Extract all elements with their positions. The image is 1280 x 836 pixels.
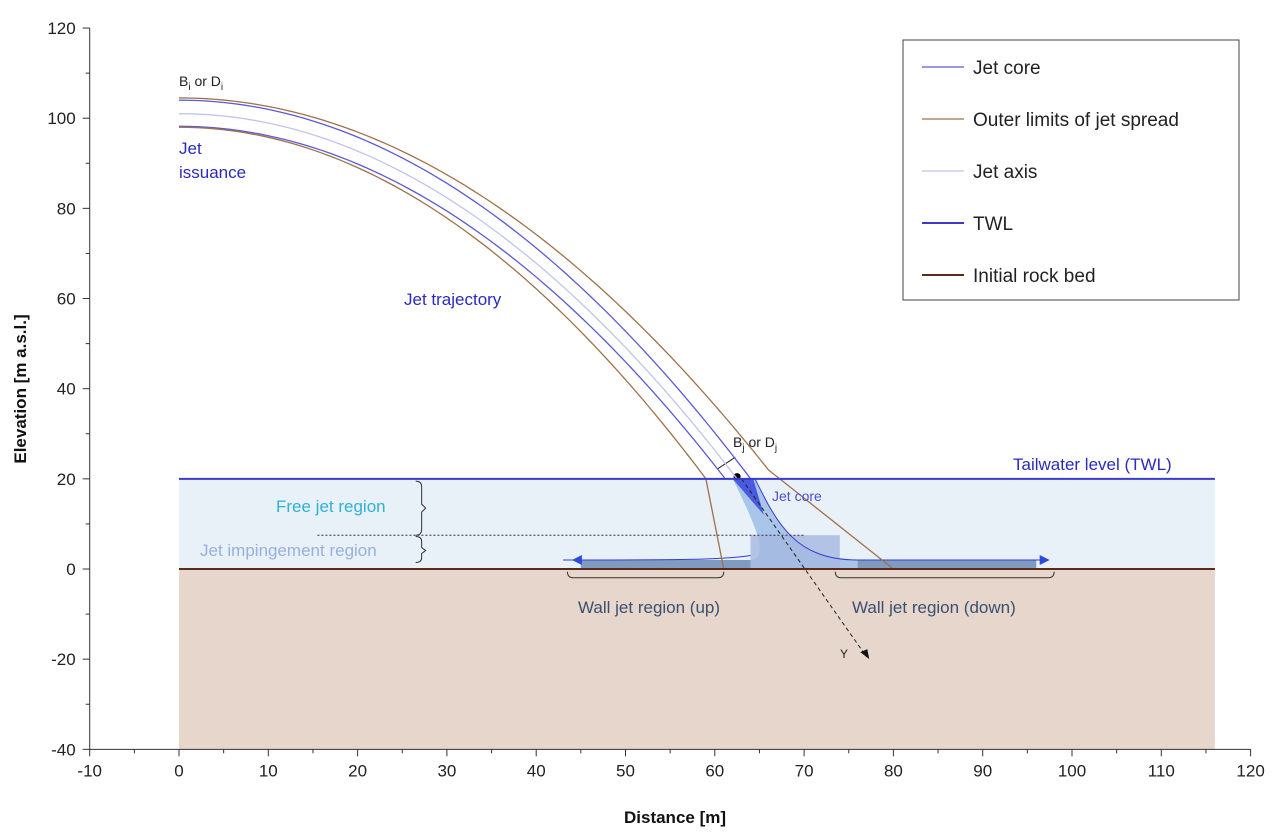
y-tick-label: 60 [57,290,76,309]
x-tick-label: 60 [705,761,724,780]
legend-box [902,39,1240,301]
rock-region [179,569,1215,750]
y-axis-label: Elevation [m a.s.l.] [11,314,30,463]
x-axis-label: Distance [m] [624,808,726,827]
impact-width-marker [717,456,736,470]
x-tick-label: 0 [174,761,183,780]
jet-core-triangle [732,478,764,515]
series-line-0 [178,99,752,480]
wall-jet-up [580,559,751,569]
series-line-1 [178,125,726,479]
x-tick-label: 50 [616,761,635,780]
x-tick-label: 30 [437,761,456,780]
impingement-region-label: Jet impingement region [200,541,377,560]
series-line-2 [178,113,738,480]
brace-free-jet [415,480,427,536]
x-tick-label: 10 [259,761,278,780]
x-tick-label: 40 [527,761,546,780]
wall-jet-down-edge [754,478,1046,561]
arrow-up-icon [571,554,582,565]
y-tick-label: 80 [57,199,76,218]
y-tick-label: 40 [57,380,76,399]
y-axis-arrow [741,478,868,658]
wall-jet-up-label: Wall jet region (up) [578,598,720,617]
jet-core-label: Jet core [772,488,822,504]
jet-issuance-label-2: issuance [179,163,246,182]
y-tick-label: 100 [47,109,75,128]
y-arrowhead-icon [860,649,870,660]
x-tick-label: 20 [348,761,367,780]
annotations: Bi or Di Jet issuance Jet trajectory Bj … [179,73,1172,661]
brace-wall-up [566,571,725,579]
y-tick-label: -40 [51,740,76,759]
tailwater-label: Tailwater level (TWL) [1013,455,1172,474]
series-line-3 [178,97,894,570]
legend-label: Jet core [973,58,1041,79]
wall-jet-up-edge [562,554,751,561]
y-tick-label: 20 [57,470,76,489]
jet-issuance-label: Jet [179,139,202,158]
impingement-base [750,535,840,569]
issuance-width-label: Bi or Di [179,73,223,93]
series-line-4 [178,126,725,570]
x-tick-label: 80 [884,761,903,780]
legend: Jet core Outer limits of jet spread Jet ax… [902,39,1240,301]
legend-label: Initial rock bed [973,266,1096,287]
y-tick-label: -20 [51,650,76,669]
wall-jet-down [839,559,1037,569]
wall-jet-down-label: Wall jet region (down) [852,598,1016,617]
x-tick-label: 120 [1236,761,1264,780]
brace-impingement [415,536,427,564]
impact-width-label: Bj or Dj [733,434,777,454]
x-tick-label: 100 [1058,761,1086,780]
free-jet-region-label: Free jet region [276,497,386,516]
legend-label: Outer limits of jet spread [973,110,1179,131]
arrow-down-icon [1039,554,1050,565]
legend-label: Jet axis [973,162,1037,183]
brace-wall-down [834,571,1055,579]
x-tick-label: 110 [1148,761,1175,780]
water-region [179,478,1215,569]
jet-trajectory-label: Jet trajectory [404,290,502,309]
y-tick-label: 120 [47,19,75,38]
y-tick-label: 0 [66,560,75,579]
x-tick-label: 70 [795,761,814,780]
legend-label: TWL [973,214,1013,235]
x-tick-label: -10 [77,761,102,780]
y-direction-label: Y [840,647,848,661]
x-tick-label: 90 [973,761,992,780]
